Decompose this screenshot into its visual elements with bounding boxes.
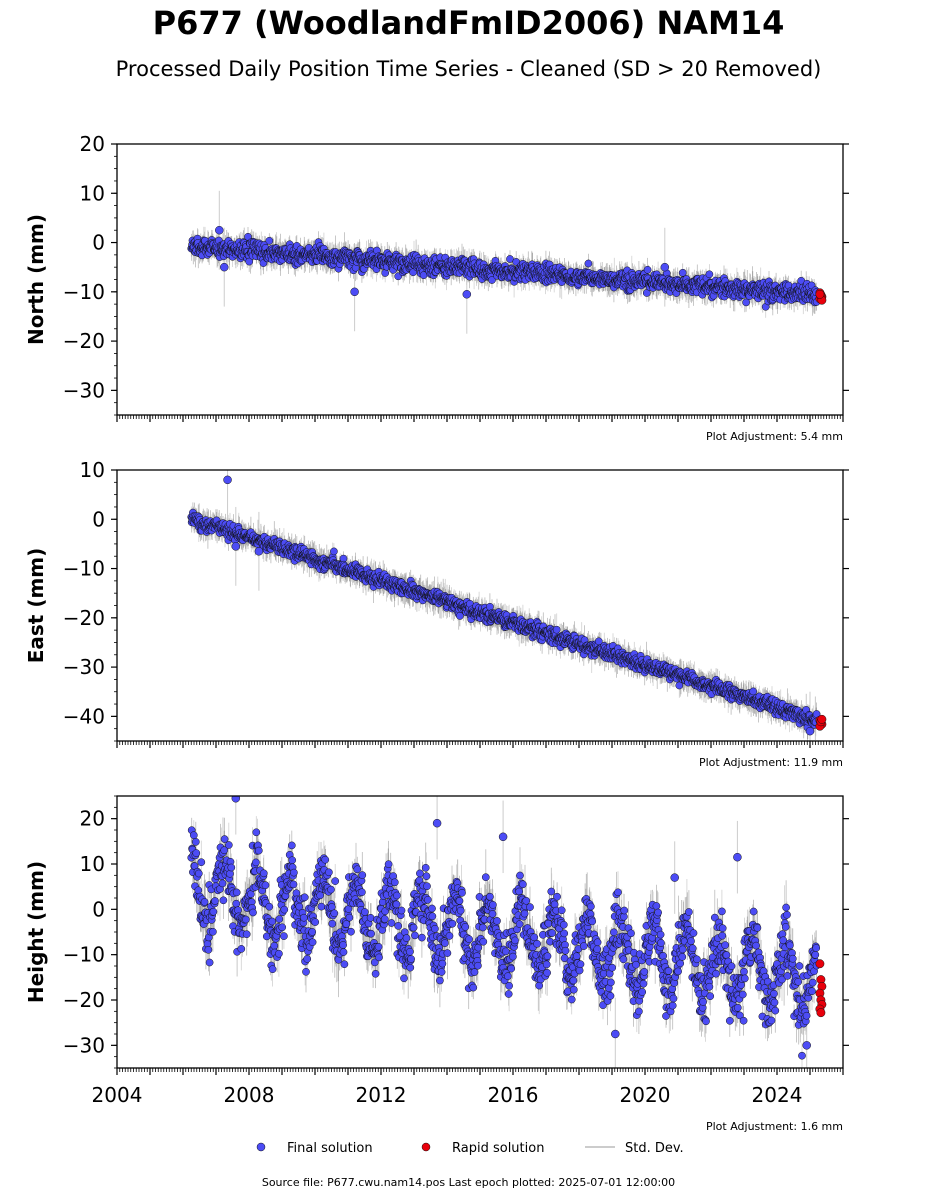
final-point bbox=[678, 268, 687, 277]
final-solution-series bbox=[187, 475, 821, 736]
final-point bbox=[705, 270, 714, 279]
plot-area bbox=[187, 470, 827, 741]
final-point bbox=[245, 257, 254, 266]
y-tick-label: −30 bbox=[63, 378, 105, 402]
final-point bbox=[584, 259, 593, 268]
y-tick-label: −10 bbox=[63, 280, 105, 304]
y-tick-label: 20 bbox=[80, 132, 105, 156]
panel-north: −30 −20 −10 0 10 20 North (mm) Plot Adjustment:… bbox=[24, 132, 849, 443]
y-tick-label: 0 bbox=[92, 231, 105, 255]
final-point bbox=[220, 262, 229, 272]
x-axis bbox=[116, 415, 844, 422]
final-point bbox=[488, 276, 496, 284]
y-tick-label: 10 bbox=[80, 181, 105, 205]
y-axis: −30 −20 −10 0 10 20 bbox=[63, 132, 849, 416]
stddev-bars bbox=[190, 190, 817, 334]
final-point bbox=[265, 236, 274, 245]
final-point bbox=[350, 287, 359, 297]
final-point bbox=[643, 265, 652, 274]
plot-adjustment-note: Plot Adjustment: 5.4 mm bbox=[706, 430, 843, 443]
rapid-point bbox=[815, 289, 825, 299]
final-point bbox=[742, 298, 750, 307]
rapid-solution-series bbox=[815, 288, 827, 305]
plot-area bbox=[187, 190, 827, 334]
final-point bbox=[660, 262, 670, 272]
y-tick-label: −20 bbox=[63, 329, 105, 353]
stddev-bars bbox=[190, 470, 817, 741]
final-point bbox=[215, 225, 224, 235]
chart-subtitle: Processed Daily Position Time Series - C… bbox=[115, 57, 822, 81]
chart-title: P677 (WoodlandFmID2006) NAM14 bbox=[152, 4, 785, 42]
y-axis-label: North (mm) bbox=[24, 214, 48, 345]
final-point bbox=[506, 255, 514, 263]
final-solution-series bbox=[187, 225, 821, 311]
final-point bbox=[462, 290, 472, 299]
